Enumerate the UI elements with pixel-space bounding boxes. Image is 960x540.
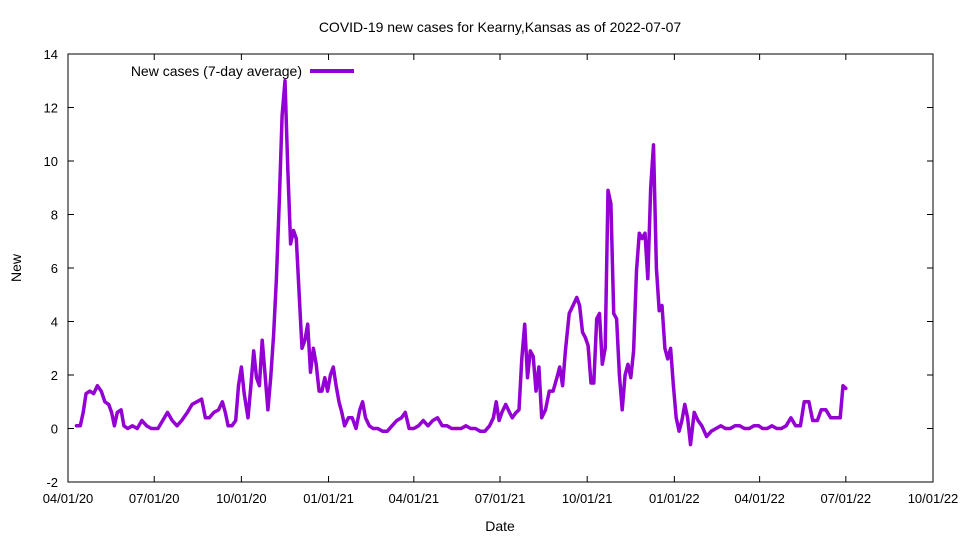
y-tick-label: 8 — [51, 208, 58, 223]
x-tick-label: 01/01/22 — [649, 491, 700, 506]
x-axis-tick-labels: 04/01/20 07/01/20 10/01/20 01/01/21 04/01/21… — [43, 491, 959, 506]
y-tick-label: 10 — [44, 154, 58, 169]
y-tick-label: 6 — [51, 261, 58, 276]
x-tick-label: 10/01/20 — [216, 491, 267, 506]
y-tick-label: 0 — [51, 422, 58, 437]
y-tick-label: 2 — [51, 368, 58, 383]
y-axis-label: New — [8, 253, 24, 282]
axis-ticks — [67, 53, 934, 483]
y-tick-label: 14 — [44, 47, 58, 62]
x-tick-label: 07/01/22 — [821, 491, 872, 506]
series-layer — [74, 79, 848, 447]
x-tick-label: 07/01/21 — [475, 491, 526, 506]
legend: New cases (7-day average) — [131, 63, 354, 79]
y-tick-label: 4 — [51, 315, 58, 330]
series-line — [74, 79, 848, 447]
x-tick-label: 04/01/22 — [734, 491, 785, 506]
legend-label: New cases (7-day average) — [131, 63, 302, 79]
chart-title: COVID-19 new cases for Kearny,Kansas as … — [319, 19, 682, 35]
y-axis-tick-labels: -2 0 2 4 6 8 10 12 14 — [44, 47, 58, 490]
x-axis-label: Date — [485, 518, 515, 534]
x-tick-label: 04/01/21 — [389, 491, 440, 506]
x-tick-label: 07/01/20 — [129, 491, 180, 506]
plot-area — [67, 53, 934, 483]
x-tick-label: 01/01/21 — [303, 491, 354, 506]
y-tick-label: -2 — [46, 475, 58, 490]
x-tick-label: 04/01/20 — [43, 491, 94, 506]
x-tick-label: 10/01/22 — [908, 491, 959, 506]
y-tick-label: 12 — [44, 101, 58, 116]
x-tick-label: 10/01/21 — [562, 491, 613, 506]
